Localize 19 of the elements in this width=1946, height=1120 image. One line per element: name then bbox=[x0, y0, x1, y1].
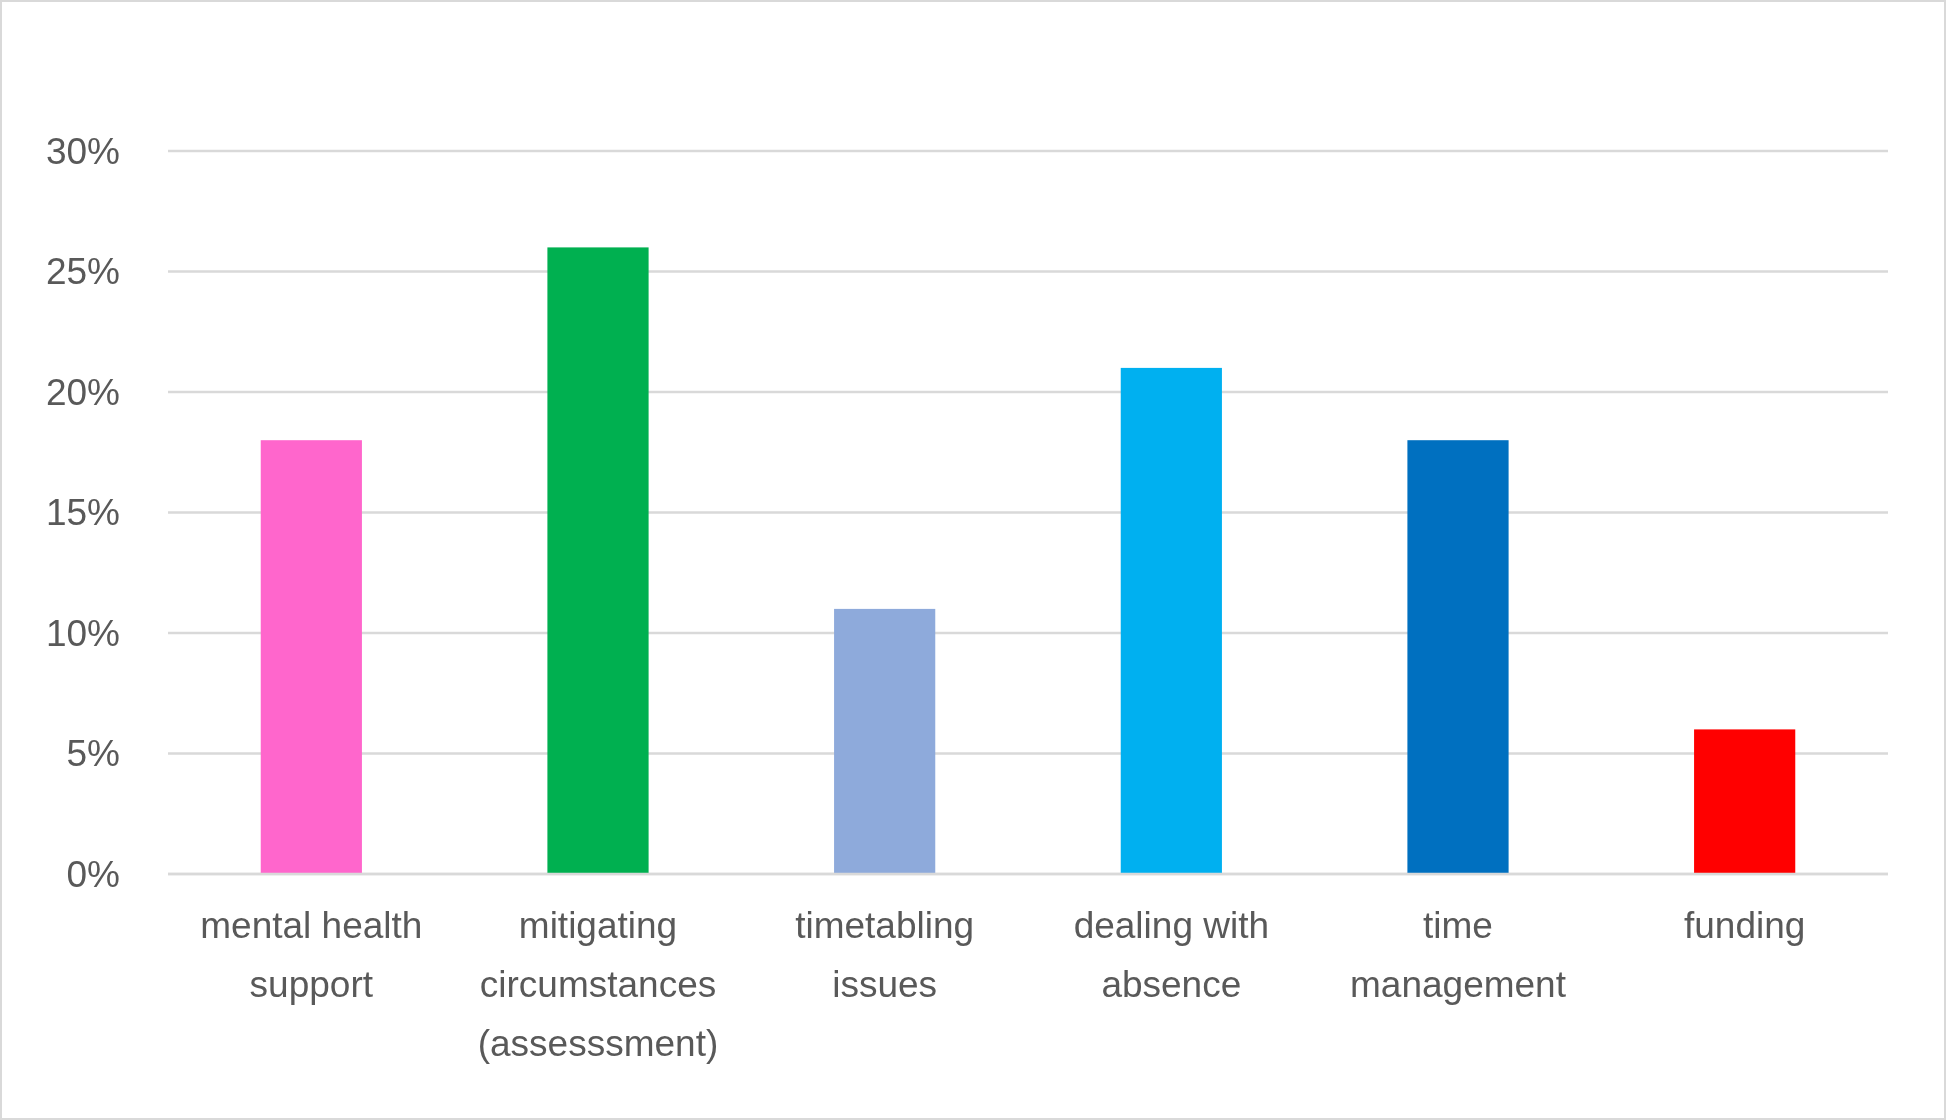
y-tick-label: 10% bbox=[45, 612, 120, 654]
x-tick-label: mitigating circumstances (assesssment) bbox=[477, 905, 719, 1064]
x-tick-label: mental health support bbox=[200, 905, 423, 1005]
bar bbox=[834, 608, 936, 874]
y-tick-label: 30% bbox=[45, 130, 120, 172]
x-tick-label: funding bbox=[1683, 905, 1806, 946]
y-tick-label: 25% bbox=[45, 251, 120, 293]
bar bbox=[260, 440, 362, 874]
bar bbox=[1120, 367, 1222, 874]
y-tick-label: 20% bbox=[45, 371, 120, 413]
y-tick-label: 15% bbox=[45, 492, 120, 534]
bar bbox=[1407, 440, 1509, 874]
bar bbox=[547, 247, 649, 874]
bar bbox=[1694, 729, 1796, 874]
x-tick-label: timetabling issues bbox=[795, 905, 975, 1005]
y-tick-label: 5% bbox=[66, 733, 120, 775]
x-tick-label: dealing with absence bbox=[1073, 905, 1270, 1005]
y-tick-label: 0% bbox=[66, 853, 120, 895]
x-tick-label: time management bbox=[1350, 905, 1567, 1005]
